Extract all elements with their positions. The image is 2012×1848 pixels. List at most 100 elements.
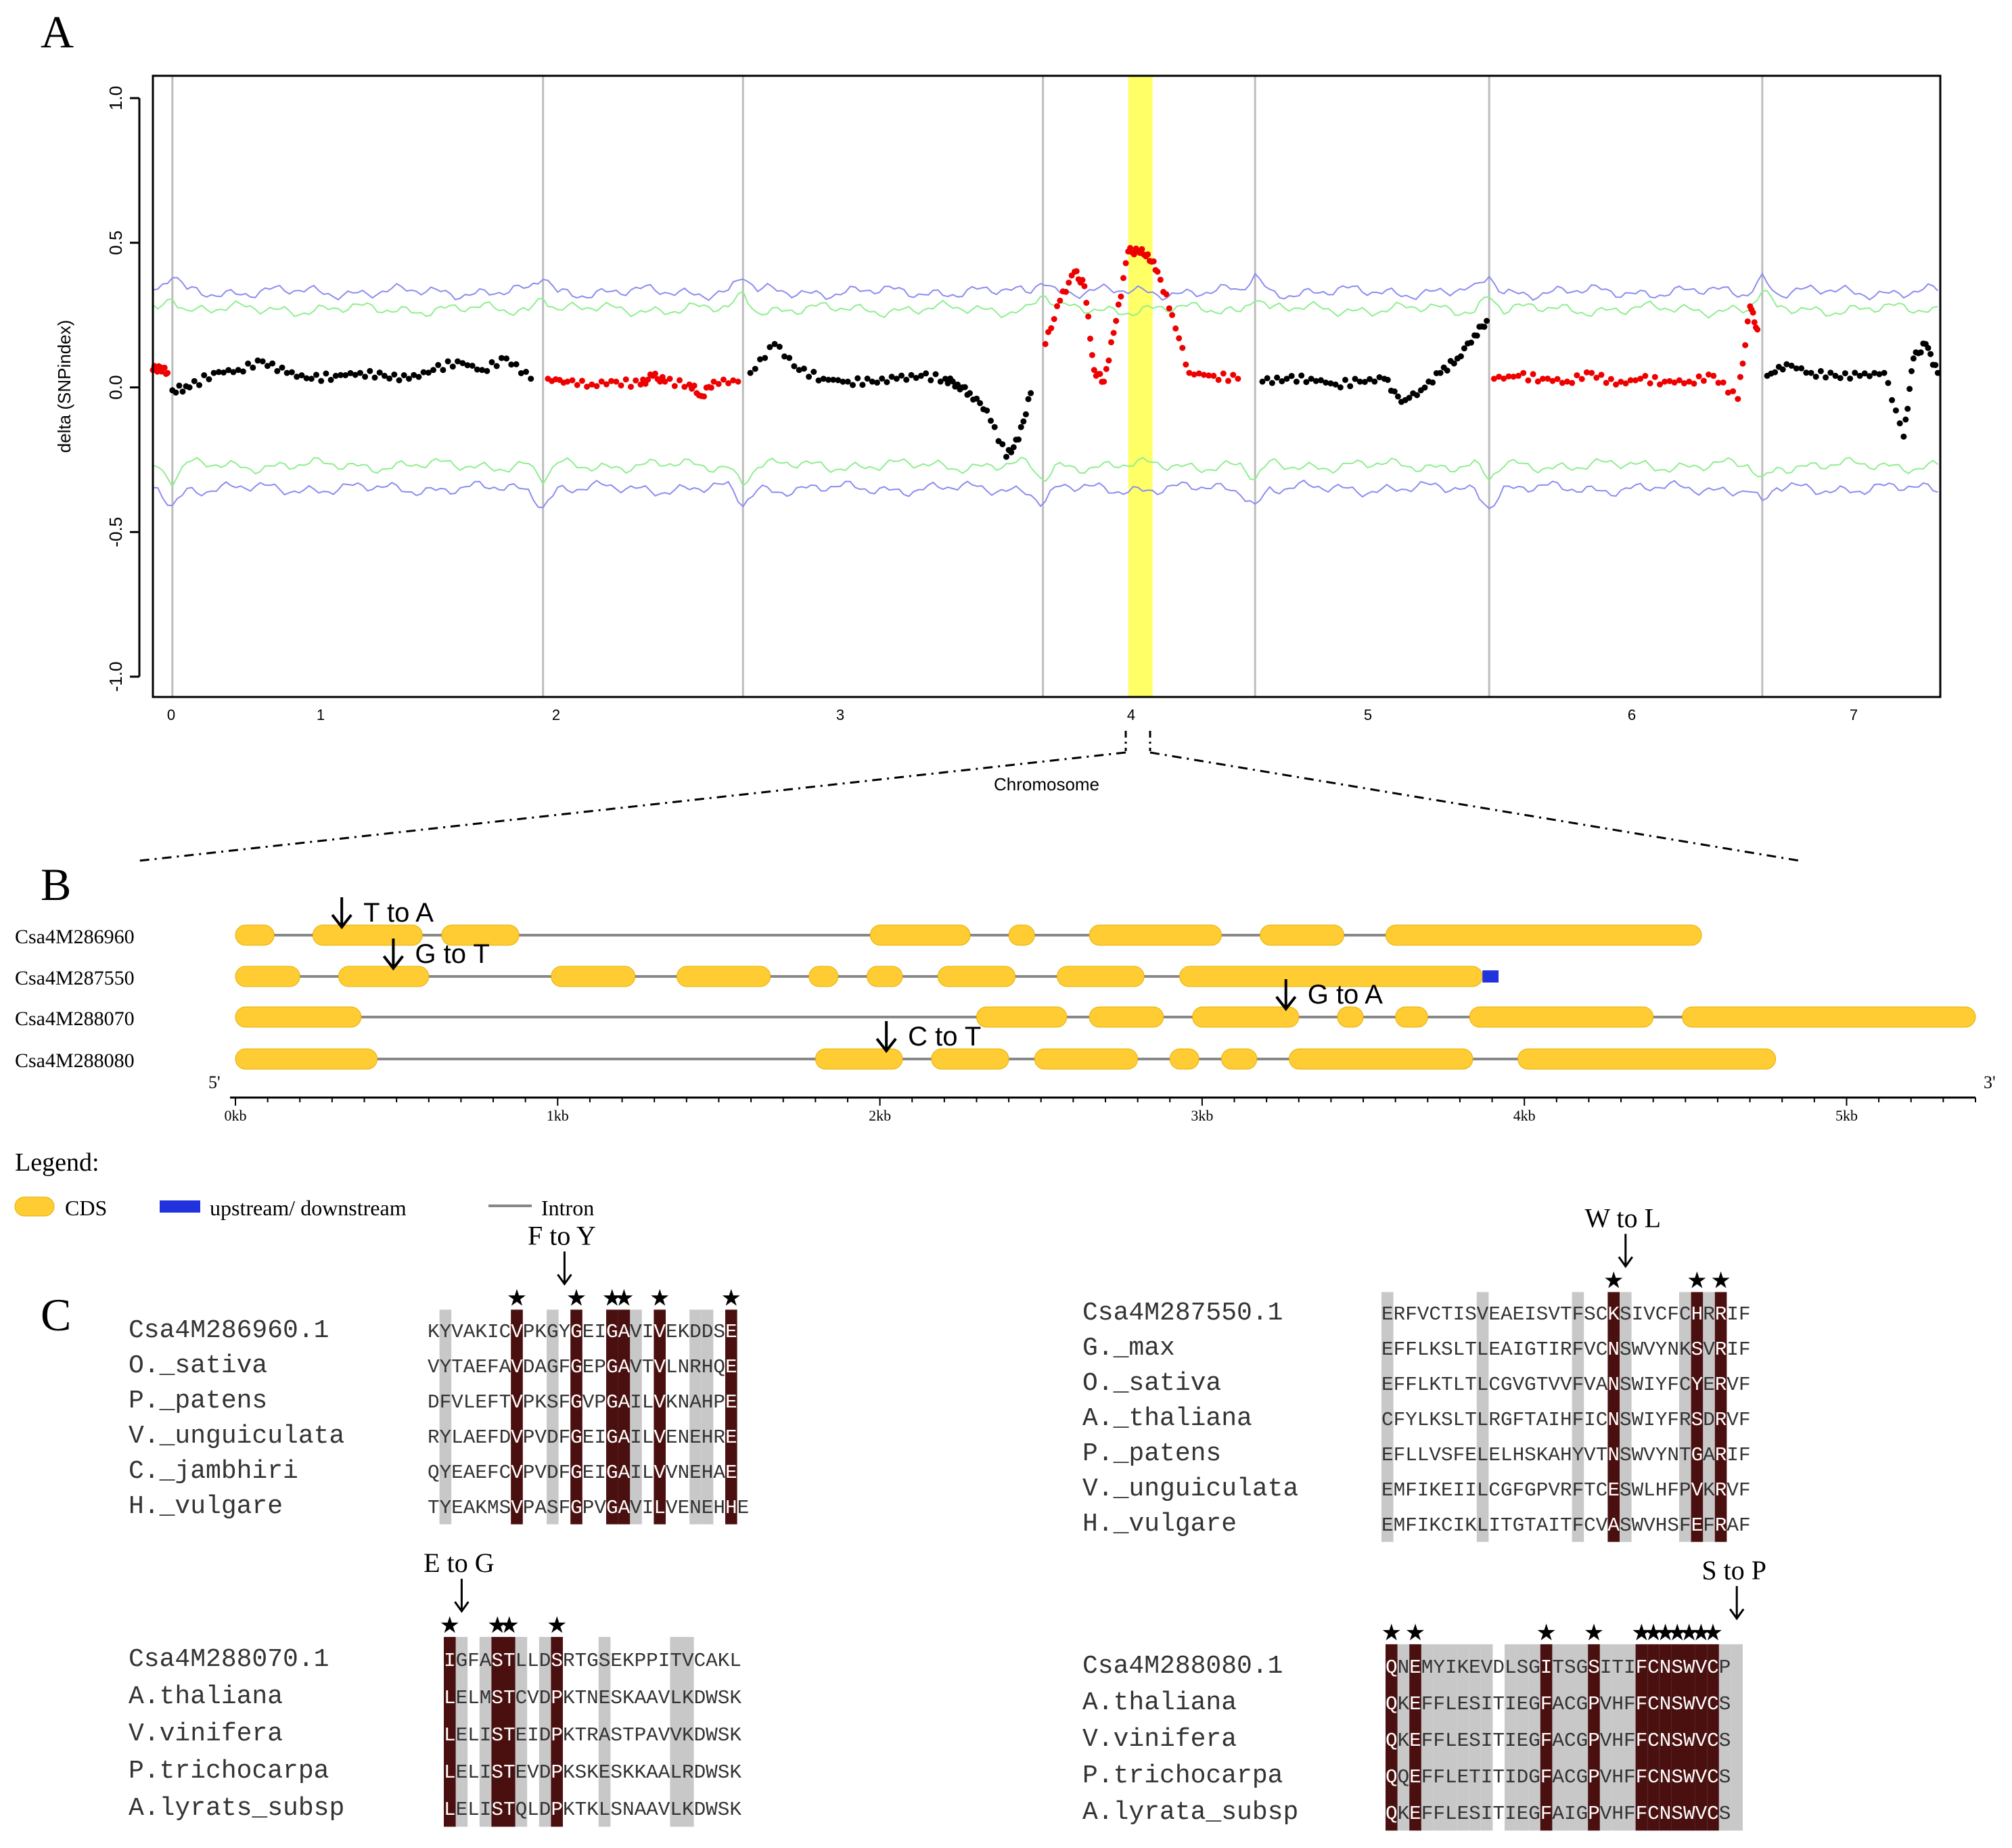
data-point [767,344,773,351]
sequence-row: QNEMYIKEVDLSGITSGSITIFCNSWVCP [1386,1657,1731,1679]
data-point [1574,372,1580,379]
exon-cds [338,966,430,987]
data-point [1179,344,1186,351]
identical-column [1671,1644,1683,1831]
exon-cds [312,924,423,946]
species-name: H._vulgare [1082,1510,1237,1539]
data-point [1706,371,1712,378]
data-point [967,390,973,397]
data-point [1172,325,1179,332]
chromosome-boundaries [171,76,1764,697]
species-name: A.lyrats_subsp [129,1794,344,1823]
data-point [1323,379,1329,386]
data-point [1018,424,1024,430]
mutation-arrowhead [382,955,404,971]
data-point [735,378,741,385]
conservation-star: ★ [1405,1619,1425,1646]
scale-label: 3kb [1191,1107,1213,1124]
data-point [564,378,571,385]
gene-Csa4M288070: Csa4M288070 G to A [15,979,1976,1030]
data-point [1298,372,1305,379]
data-point [942,376,948,382]
threshold-lines [152,272,1939,510]
data-point [584,384,591,390]
species-name: P.trichocarpa [1082,1761,1283,1790]
data-point [484,367,490,374]
sequence-row: LELISTQLDPKTKLSNAAVLKDWSK [444,1799,742,1821]
data-point [1332,381,1339,388]
data-point [1210,372,1217,379]
data-point [523,369,529,375]
exon-cds [1395,1006,1428,1028]
alignment-aln2: Csa4M287550.1 ERFVCTISVEAEISVTFSCKSIVCFCH… [1082,1202,1751,1542]
data-point [508,361,515,368]
data-point [1754,326,1761,333]
data-point [908,371,915,378]
data-point [1578,376,1585,382]
data-point [1793,365,1800,371]
data-point [1051,316,1057,322]
data-point [1283,376,1290,382]
identical-column [503,1637,516,1827]
data-point [1457,353,1464,360]
data-point [1779,366,1786,373]
data-point [917,372,924,379]
data-point [1169,312,1176,319]
exon-cds [869,924,971,946]
data-point [362,374,369,380]
data-point [810,369,817,375]
sequence-row: EFFLKTLTLCGVGTVVFVANSWIYFCYERVF [1381,1374,1751,1396]
data-point [1889,397,1896,403]
identical-column [511,1309,523,1525]
data-point [1607,376,1614,382]
data-point [1352,376,1358,382]
data-point [1710,372,1717,379]
data-point [1057,297,1064,304]
mutation-label: E to G [424,1548,494,1578]
sequence-row: CFYLKSLTLRGFTAIHFICNSWIYFRSDRVF [1381,1409,1751,1431]
data-point [1154,269,1161,275]
x-axis-label: Chromosome [994,774,1099,794]
data-point [1089,352,1095,359]
conserved-column [1552,1644,1564,1831]
data-point [1042,340,1049,347]
data-point [1902,416,1909,423]
data-point [1788,362,1795,369]
data-point [1437,369,1444,376]
conserved-column [479,1637,492,1827]
data-point [666,376,673,382]
data-point [1540,376,1546,382]
data-point [469,363,476,369]
data-point [1564,378,1570,385]
exon-cds [815,1048,903,1070]
legend-cds-swatch [14,1196,55,1217]
data-point [1852,369,1858,376]
data-point [1622,380,1629,387]
x-tick-label: 0 [167,706,175,723]
data-point [1085,313,1092,320]
data-point [1115,301,1122,308]
sequence-row: DFVLEFTVPKSFGVPGAILVKNAHPE [428,1391,737,1414]
data-point [1598,371,1605,378]
data-point [800,365,807,372]
y-tick-label: -0.5 [106,517,126,547]
sequence-row: QKEFFLESITIEGFACGPVHFFCNSWVCS [1386,1693,1731,1715]
data-point [1730,388,1737,395]
y-tick-label: -1.0 [106,662,126,692]
exon-cds [1337,1006,1364,1028]
data-point [589,381,595,388]
data-point [613,378,620,385]
data-point [1750,309,1756,316]
y-tick-label: 0.0 [106,375,126,399]
series-chr1 [169,355,534,396]
data-point [154,368,160,375]
gene-name-label: Csa4M287550 [15,967,135,989]
data-point [659,374,666,380]
data-point [937,378,944,385]
data-point [1303,379,1310,386]
data-point [1847,376,1854,382]
data-point [796,367,802,374]
mutation-label: S to P [1701,1555,1766,1585]
identical-column [1647,1644,1660,1831]
identical-column [570,1309,582,1525]
